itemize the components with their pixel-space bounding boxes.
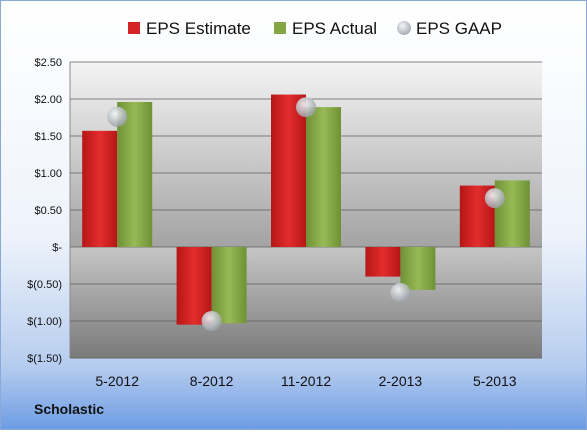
point-eps-gaap — [484, 188, 505, 209]
point-eps-gaap — [107, 106, 128, 127]
bar-eps-estimate — [271, 94, 306, 247]
x-tick-label: 5-2012 — [95, 373, 139, 389]
bar-eps-estimate — [176, 247, 212, 325]
x-tick-label: 11-2012 — [281, 373, 332, 389]
legend-swatch — [274, 22, 286, 34]
legend-label: EPS Actual — [292, 19, 377, 38]
y-tick-label: $0.50 — [34, 205, 62, 217]
point-eps-gaap — [296, 97, 316, 118]
y-tick-label: $2.50 — [34, 57, 62, 69]
y-tick-label: $- — [52, 242, 62, 254]
y-tick-label: $2.00 — [34, 94, 62, 106]
bar-eps-actual — [117, 101, 153, 248]
y-tick-label: $1.00 — [34, 168, 62, 180]
y-tick-label: $(1.50) — [27, 353, 62, 365]
legend-swatch — [128, 22, 140, 34]
bar-eps-actual — [400, 247, 436, 290]
y-tick-label: $(1.00) — [27, 316, 62, 328]
legend-label: EPS GAAP — [416, 19, 502, 38]
bar-eps-estimate — [365, 247, 401, 277]
x-tick-label: 2-2013 — [379, 373, 423, 389]
bar-eps-actual — [306, 107, 341, 247]
y-tick-label: $1.50 — [34, 131, 62, 143]
plot-area-negative — [70, 247, 542, 358]
x-tick-label: 5-2013 — [473, 373, 517, 389]
legend-label: EPS Estimate — [146, 19, 251, 38]
y-tick-label: $(0.50) — [27, 279, 62, 291]
x-tick-label: 8-2012 — [190, 373, 234, 389]
legend-swatch — [397, 21, 411, 35]
company-label: Scholastic — [34, 401, 104, 417]
point-eps-gaap — [390, 282, 411, 303]
point-eps-gaap — [201, 311, 222, 331]
bar-eps-estimate — [82, 130, 118, 247]
bar-eps-actual — [211, 247, 247, 324]
